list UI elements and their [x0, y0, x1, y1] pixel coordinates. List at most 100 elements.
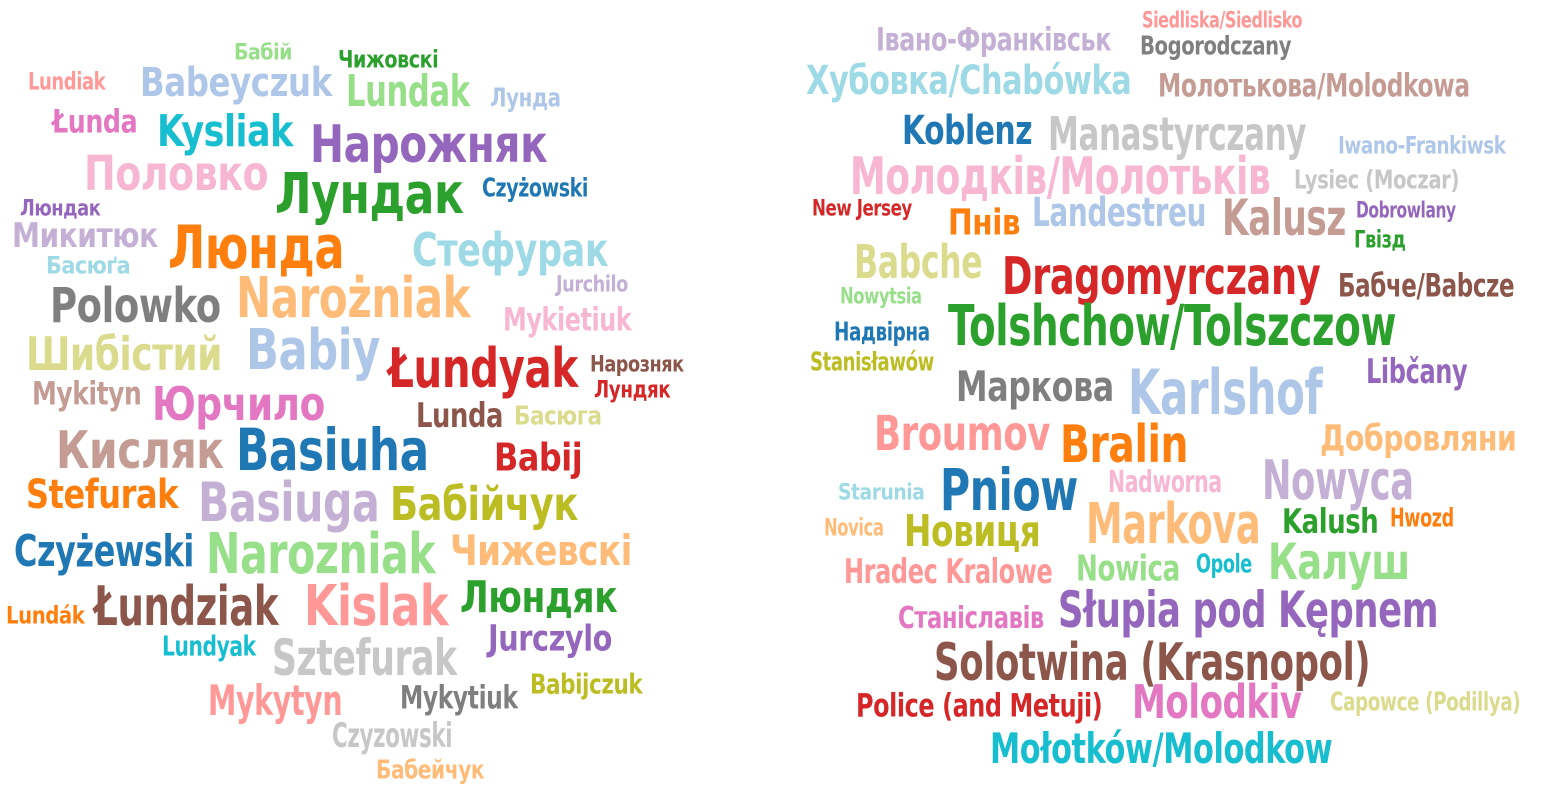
cloud-word: Lundyak — [162, 629, 256, 663]
cloud-word: Лундяк — [594, 375, 671, 404]
cloud-word: Гвізд — [1354, 225, 1406, 254]
cloud-word: Lundiak — [28, 67, 106, 96]
cloud-word: Koblenz — [902, 108, 1033, 155]
cloud-word: Basiuha — [236, 417, 429, 485]
cloud-word: Bralin — [1060, 413, 1189, 475]
cloud-word: Nadworna — [1108, 465, 1222, 501]
cloud-word: Czyżewski — [14, 526, 194, 578]
cloud-word: Polowko — [50, 277, 221, 334]
cloud-word: Пнів — [948, 200, 1021, 244]
cloud-word: Лунда — [490, 83, 561, 114]
cloud-word: Sztefurak — [272, 629, 457, 688]
cloud-word: Manastyrczany — [1048, 108, 1307, 162]
cloud-word: Łunda — [52, 102, 138, 141]
cloud-word: Babeyczuk — [140, 60, 332, 107]
cloud-word: Mołotków/Molodkow — [990, 724, 1333, 774]
cloud-word: Молодків/Молотьків — [850, 145, 1271, 207]
cloud-word: Басюґа — [46, 251, 131, 280]
cloud-word: Broumov — [874, 405, 1050, 462]
cloud-word: Басюга — [514, 401, 602, 432]
place-word-cloud: Siedliska/Siedlisko Івано-Франківськ Bogor… — [779, 0, 1558, 796]
cloud-word: Basiuga — [198, 471, 380, 535]
cloud-word: Novica — [824, 513, 884, 542]
cloud-word: Hwozd — [1390, 503, 1454, 534]
cloud-word: Nowytsia — [840, 283, 922, 310]
cloud-word: Івано-Франківськ — [876, 20, 1112, 59]
cloud-word: Iwano-Frankiwsk — [1338, 131, 1506, 160]
cloud-word: Чижевскі — [450, 526, 632, 576]
cloud-word: Mykityn — [32, 374, 142, 413]
cloud-word: Нарожняк — [310, 113, 548, 175]
cloud-word: Łundziak — [94, 575, 279, 639]
cloud-word: Jurchilo — [556, 271, 628, 298]
cloud-word: Jurczylo — [488, 616, 612, 660]
cloud-word: Solotwina (Krasnopol) — [934, 631, 1371, 693]
cloud-word: Babche — [854, 236, 983, 290]
cloud-word: Юрчило — [152, 378, 325, 432]
cloud-word: Markova — [1086, 491, 1261, 557]
cloud-word: Маркова — [956, 362, 1114, 412]
cloud-word: Pniow — [940, 457, 1078, 525]
cloud-word: Babijczuk — [530, 667, 643, 701]
cloud-word: Słupia pod Kępnem — [1058, 581, 1439, 640]
cloud-word: Lundák — [6, 601, 85, 630]
cloud-word: Бабій — [234, 39, 292, 66]
cloud-word: Capowce (Podillya) — [1330, 687, 1521, 718]
cloud-word: Babiy — [246, 317, 380, 383]
cloud-word: Mykietiuk — [503, 300, 632, 339]
cloud-word: Новиця — [904, 506, 1041, 558]
cloud-word: Police (and Metuji) — [856, 686, 1103, 725]
cloud-word: Narożniak — [236, 265, 471, 331]
cloud-word: Добровляни — [1320, 416, 1517, 460]
cloud-word: Mykytiuk — [400, 678, 518, 717]
cloud-word: Kalush — [1282, 502, 1379, 543]
cloud-word: Kalusz — [1222, 189, 1347, 248]
cloud-word: Libčany — [1366, 352, 1468, 393]
cloud-word: Tolshchow/Tolszczow — [948, 293, 1397, 359]
cloud-word: Nowyca — [1262, 449, 1414, 513]
cloud-word: Hradec Kralowe — [844, 552, 1053, 593]
cloud-word: Nowica — [1076, 546, 1180, 590]
cloud-word: Люндяк — [460, 572, 618, 624]
cloud-word: Dobrowlany — [1356, 197, 1456, 224]
cloud-word: Karlshof — [1128, 356, 1323, 429]
cloud-word: Люндак — [20, 195, 101, 222]
cloud-word: Половко — [84, 145, 269, 202]
cloud-word: Lundak — [346, 66, 470, 118]
cloud-word: Mykytyn — [208, 676, 343, 726]
cloud-word: Czyżowski — [482, 173, 589, 204]
cloud-word: Кисляк — [56, 419, 224, 481]
cloud-word: Stefurak — [26, 472, 179, 519]
cloud-word: New Jersey — [812, 195, 912, 222]
cloud-word: Хубовка/Chabówka — [806, 58, 1132, 105]
cloud-word: Лундак — [275, 161, 464, 227]
cloud-word: Шибістий — [26, 328, 223, 382]
cloud-word: Czyzowski — [332, 716, 453, 757]
cloud-word: Molodkiv — [1132, 676, 1302, 730]
cloud-word: Dragomyrczany — [1002, 245, 1321, 307]
cloud-word: Бабійчук — [390, 478, 578, 532]
cloud-word: Narozniak — [206, 521, 436, 587]
cloud-word: Opole — [1196, 549, 1252, 580]
cloud-word: Надвірна — [834, 317, 930, 348]
cloud-word: Бабче/Babcze — [1338, 266, 1515, 305]
cloud-word: Starunia — [838, 479, 925, 506]
cloud-word: Łundyak — [388, 337, 578, 401]
cloud-word: Kislak — [304, 573, 449, 639]
cloud-word: Landestreu — [1032, 190, 1207, 237]
cloud-word: Siedliska/Siedlisko — [1142, 7, 1303, 34]
cloud-word: Микитюк — [12, 216, 158, 257]
cloud-word: Stanisławów — [810, 347, 934, 378]
cloud-word: Lunda — [416, 396, 504, 437]
cloud-word: Lysiec (Moczar) — [1294, 165, 1460, 196]
cloud-word: Нарозняк — [590, 351, 684, 378]
cloud-word: Чижовскі — [338, 45, 439, 74]
cloud-word: Стефурак — [412, 224, 609, 278]
cloud-word: Люнда — [168, 213, 345, 283]
cloud-word: Bogorodczany — [1140, 31, 1292, 62]
surname-word-cloud: Бабій Чижовскі Lundiak Babeyczuk Lundak Лунда… — [6, 39, 684, 783]
cloud-word: Молотькова/Molodkowa — [1158, 66, 1470, 105]
cloud-word: Kysliak — [157, 106, 293, 158]
cloud-word: Babij — [494, 434, 583, 480]
